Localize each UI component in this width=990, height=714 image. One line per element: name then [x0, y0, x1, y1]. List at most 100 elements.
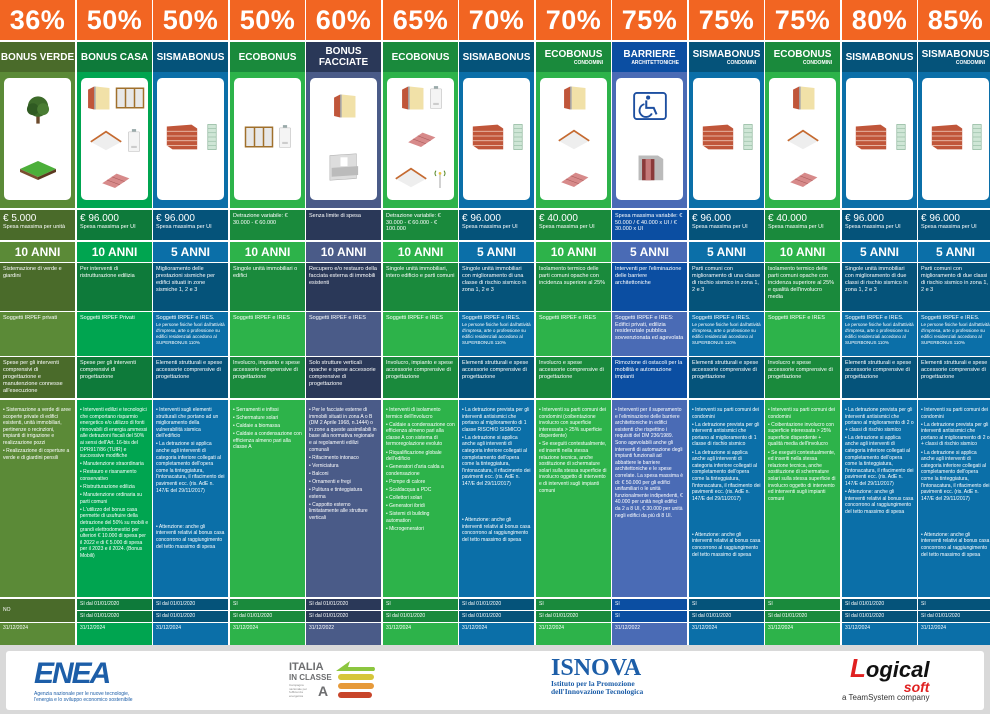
intervento-item: Interventi di isolamento termico dell'in… — [386, 407, 455, 420]
intervento-item: Scaldacqua a PDC — [386, 487, 455, 494]
spesa-cell: € 96.000 Spesa massima per UI — [459, 210, 534, 240]
bonus-subtitle: CONDOMINI — [726, 59, 756, 66]
window-icon — [244, 125, 274, 154]
intervento-item: La detrazione prevista per gli intervent… — [692, 422, 761, 448]
intervento-item: Cappotto esterno limitatamente alle stru… — [309, 502, 378, 522]
intervento-item: Serramenti e infissi — [233, 407, 302, 414]
intervento-item: Interventi su parti comuni dei condomini — [921, 407, 990, 420]
intervento-item: La detrazione si applica anche agli inte… — [462, 435, 531, 488]
insulated-wall-icon — [790, 84, 816, 117]
logical-soft-text: soft — [903, 679, 930, 695]
sconto-fattura: SI dal 01/01/2020 — [230, 611, 305, 622]
intervento-item: Generatori ibridi — [386, 503, 455, 510]
intervento-item: Interventi per il superamento e l'elimin… — [615, 407, 684, 519]
anni-badge: 5 ANNI — [612, 242, 687, 262]
interventi-cell: La detrazione prevista per gli intervent… — [842, 400, 917, 597]
bonus-title: ECOBONUS — [383, 42, 458, 72]
sconto-fattura: SI dal 01/01/2020 — [459, 611, 534, 622]
illustration-box — [0, 72, 75, 208]
roof-icon — [558, 169, 590, 194]
illustration-box — [153, 72, 228, 208]
intervento-item: La detrazione prevista per gli intervent… — [462, 407, 531, 433]
soggetti-cell: Soggetti IRPEF e IRES: Edifici privati, … — [612, 312, 687, 356]
intervento-item: Microgeneratori — [386, 526, 455, 533]
percent-header: 85% — [918, 0, 990, 40]
roof-insulation-icon — [394, 167, 428, 194]
soggetti-note: Le persone fisiche fuori dall'attività d… — [156, 321, 225, 345]
intervento-item: Balconi — [309, 471, 378, 478]
spese-cell: Solo strutture verticali opache e spese … — [306, 357, 381, 398]
sconto-fattura: SI dal 01/01/2020 — [153, 611, 228, 622]
spesa-amount: € 96.000 — [156, 213, 195, 224]
intervento-item: Realizzazione di coperture a verde e di … — [3, 448, 72, 461]
description: Isolamento termico delle parti comuni op… — [536, 263, 611, 311]
sconto-fattura: SI — [612, 611, 687, 622]
insulated-wall-icon — [561, 84, 587, 117]
soggetti-cell: Soggetti IRPEF e IRES. Le persone fisiche… — [459, 312, 534, 356]
spese-cell: Elementi strutturali e spese accessorie … — [459, 357, 534, 398]
interventi-cell: Interventi su parti comuni dei condomini… — [765, 400, 840, 597]
spesa-cell: Spesa massima variabile: € 50.000 / € 40… — [612, 210, 687, 240]
scadenza: 31/12/2024 — [383, 623, 458, 645]
anni-badge: 10 ANNI — [536, 242, 611, 262]
percent-header: 50% — [153, 0, 228, 40]
soggetti-cell: Soggetti IRPEF Privati — [77, 312, 152, 356]
anni-badge: 10 ANNI — [77, 242, 152, 262]
illustration-box — [536, 72, 611, 208]
bonus-subtitle: CONDOMINI — [573, 59, 603, 66]
illustration-box — [383, 72, 458, 208]
soggetti-cell: Soggetti IRPEF e IRES. Le persone fisiche… — [918, 312, 990, 356]
bonus-title: BONUS FACCIATE — [306, 42, 381, 72]
soggetti-cell: Soggetti IRPEF e IRES. Le persone fisiche… — [842, 312, 917, 356]
italia-line1: ITALIA — [289, 661, 324, 673]
percent-header: 70% — [536, 0, 611, 40]
bonus-title: SISMABONUS — [842, 42, 917, 72]
illustration-box — [918, 72, 990, 208]
percent-header: 65% — [383, 0, 458, 40]
scadenza: 31/12/2024 — [0, 623, 75, 645]
cessione-credito: SI dal 01/01/2020 — [306, 599, 381, 610]
spesa-note: Spesa massima per UI — [845, 224, 901, 230]
bonus-column: 50% BONUS CASA € 96.000 Spesa massima per… — [77, 0, 152, 645]
intervento-item: Pompe di calore — [386, 479, 455, 486]
spesa-note: Detrazione variabile: € 30.000 - € 60.00… — [386, 213, 441, 232]
anni-badge: 5 ANNI — [689, 242, 764, 262]
bonus-subtitle: CONDOMINI — [802, 59, 832, 66]
interventi-note: Attenzione: anche gli interventi relativ… — [462, 517, 531, 543]
bonus-column: 65% ECOBONUS Detrazione variabile: € 30.… — [383, 0, 458, 645]
spesa-note: Senza limite di spesa — [309, 213, 361, 219]
rebar-column-icon — [205, 119, 219, 160]
bonus-column: 50% ECOBONUS Detrazione variabile: € 30.… — [230, 0, 305, 645]
sconto-fattura: SI dal 01/01/2020 — [689, 611, 764, 622]
boiler-icon — [127, 128, 141, 159]
spese-cell: Involucro, impianto e spese accessorie c… — [230, 357, 305, 398]
illustration-box — [689, 72, 764, 208]
logical-logo-text: Logical — [849, 653, 930, 683]
spesa-cell: € 96.000 Spesa massima per UI — [153, 210, 228, 240]
rebar-column-icon — [894, 119, 908, 160]
intervento-item: Ristrutturazione edilizia — [80, 484, 149, 491]
spesa-amount: € 96.000 — [462, 213, 501, 224]
intervento-item: Caldaie a condensazione con efficienza a… — [233, 431, 302, 451]
soggetti-cell: Soggetti IRPEF e IRES — [230, 312, 305, 356]
interventi-cell: Interventi edilizi e tecnologici che com… — [77, 400, 152, 597]
bonus-title: SISMABONUS CONDOMINI — [689, 42, 764, 72]
spese-cell: Spese per gli interventi comprensivi di … — [77, 357, 152, 398]
illustration-box — [842, 72, 917, 208]
soggetti-note: Le persone fisiche fuori dall'attività d… — [921, 321, 990, 345]
description: Miglioramento delle prestazioni sismiche… — [153, 263, 228, 311]
spesa-note: Spesa massima per UI — [156, 224, 212, 230]
lawn-icon — [18, 160, 58, 186]
percent-header: 70% — [459, 0, 534, 40]
spesa-cell: € 96.000 Spesa massima per UI — [918, 210, 990, 240]
spesa-amount: € 96.000 — [692, 213, 731, 224]
interventi-note: Attenzione: anche gli interventi relativ… — [156, 524, 225, 550]
intervento-item: Interventi su parti comuni dei condomini… — [539, 407, 608, 440]
description: Isolamento termico delle parti comuni op… — [765, 263, 840, 311]
intervento-item: Rifacimento intonaco — [309, 455, 378, 462]
intervento-item: Interventi edilizi e tecnologici che com… — [80, 407, 149, 460]
illustration-box — [230, 72, 305, 208]
cessione-credito: NO — [0, 599, 75, 622]
scadenza: 31/12/2024 — [842, 623, 917, 645]
insulated-wall-icon — [85, 84, 111, 117]
